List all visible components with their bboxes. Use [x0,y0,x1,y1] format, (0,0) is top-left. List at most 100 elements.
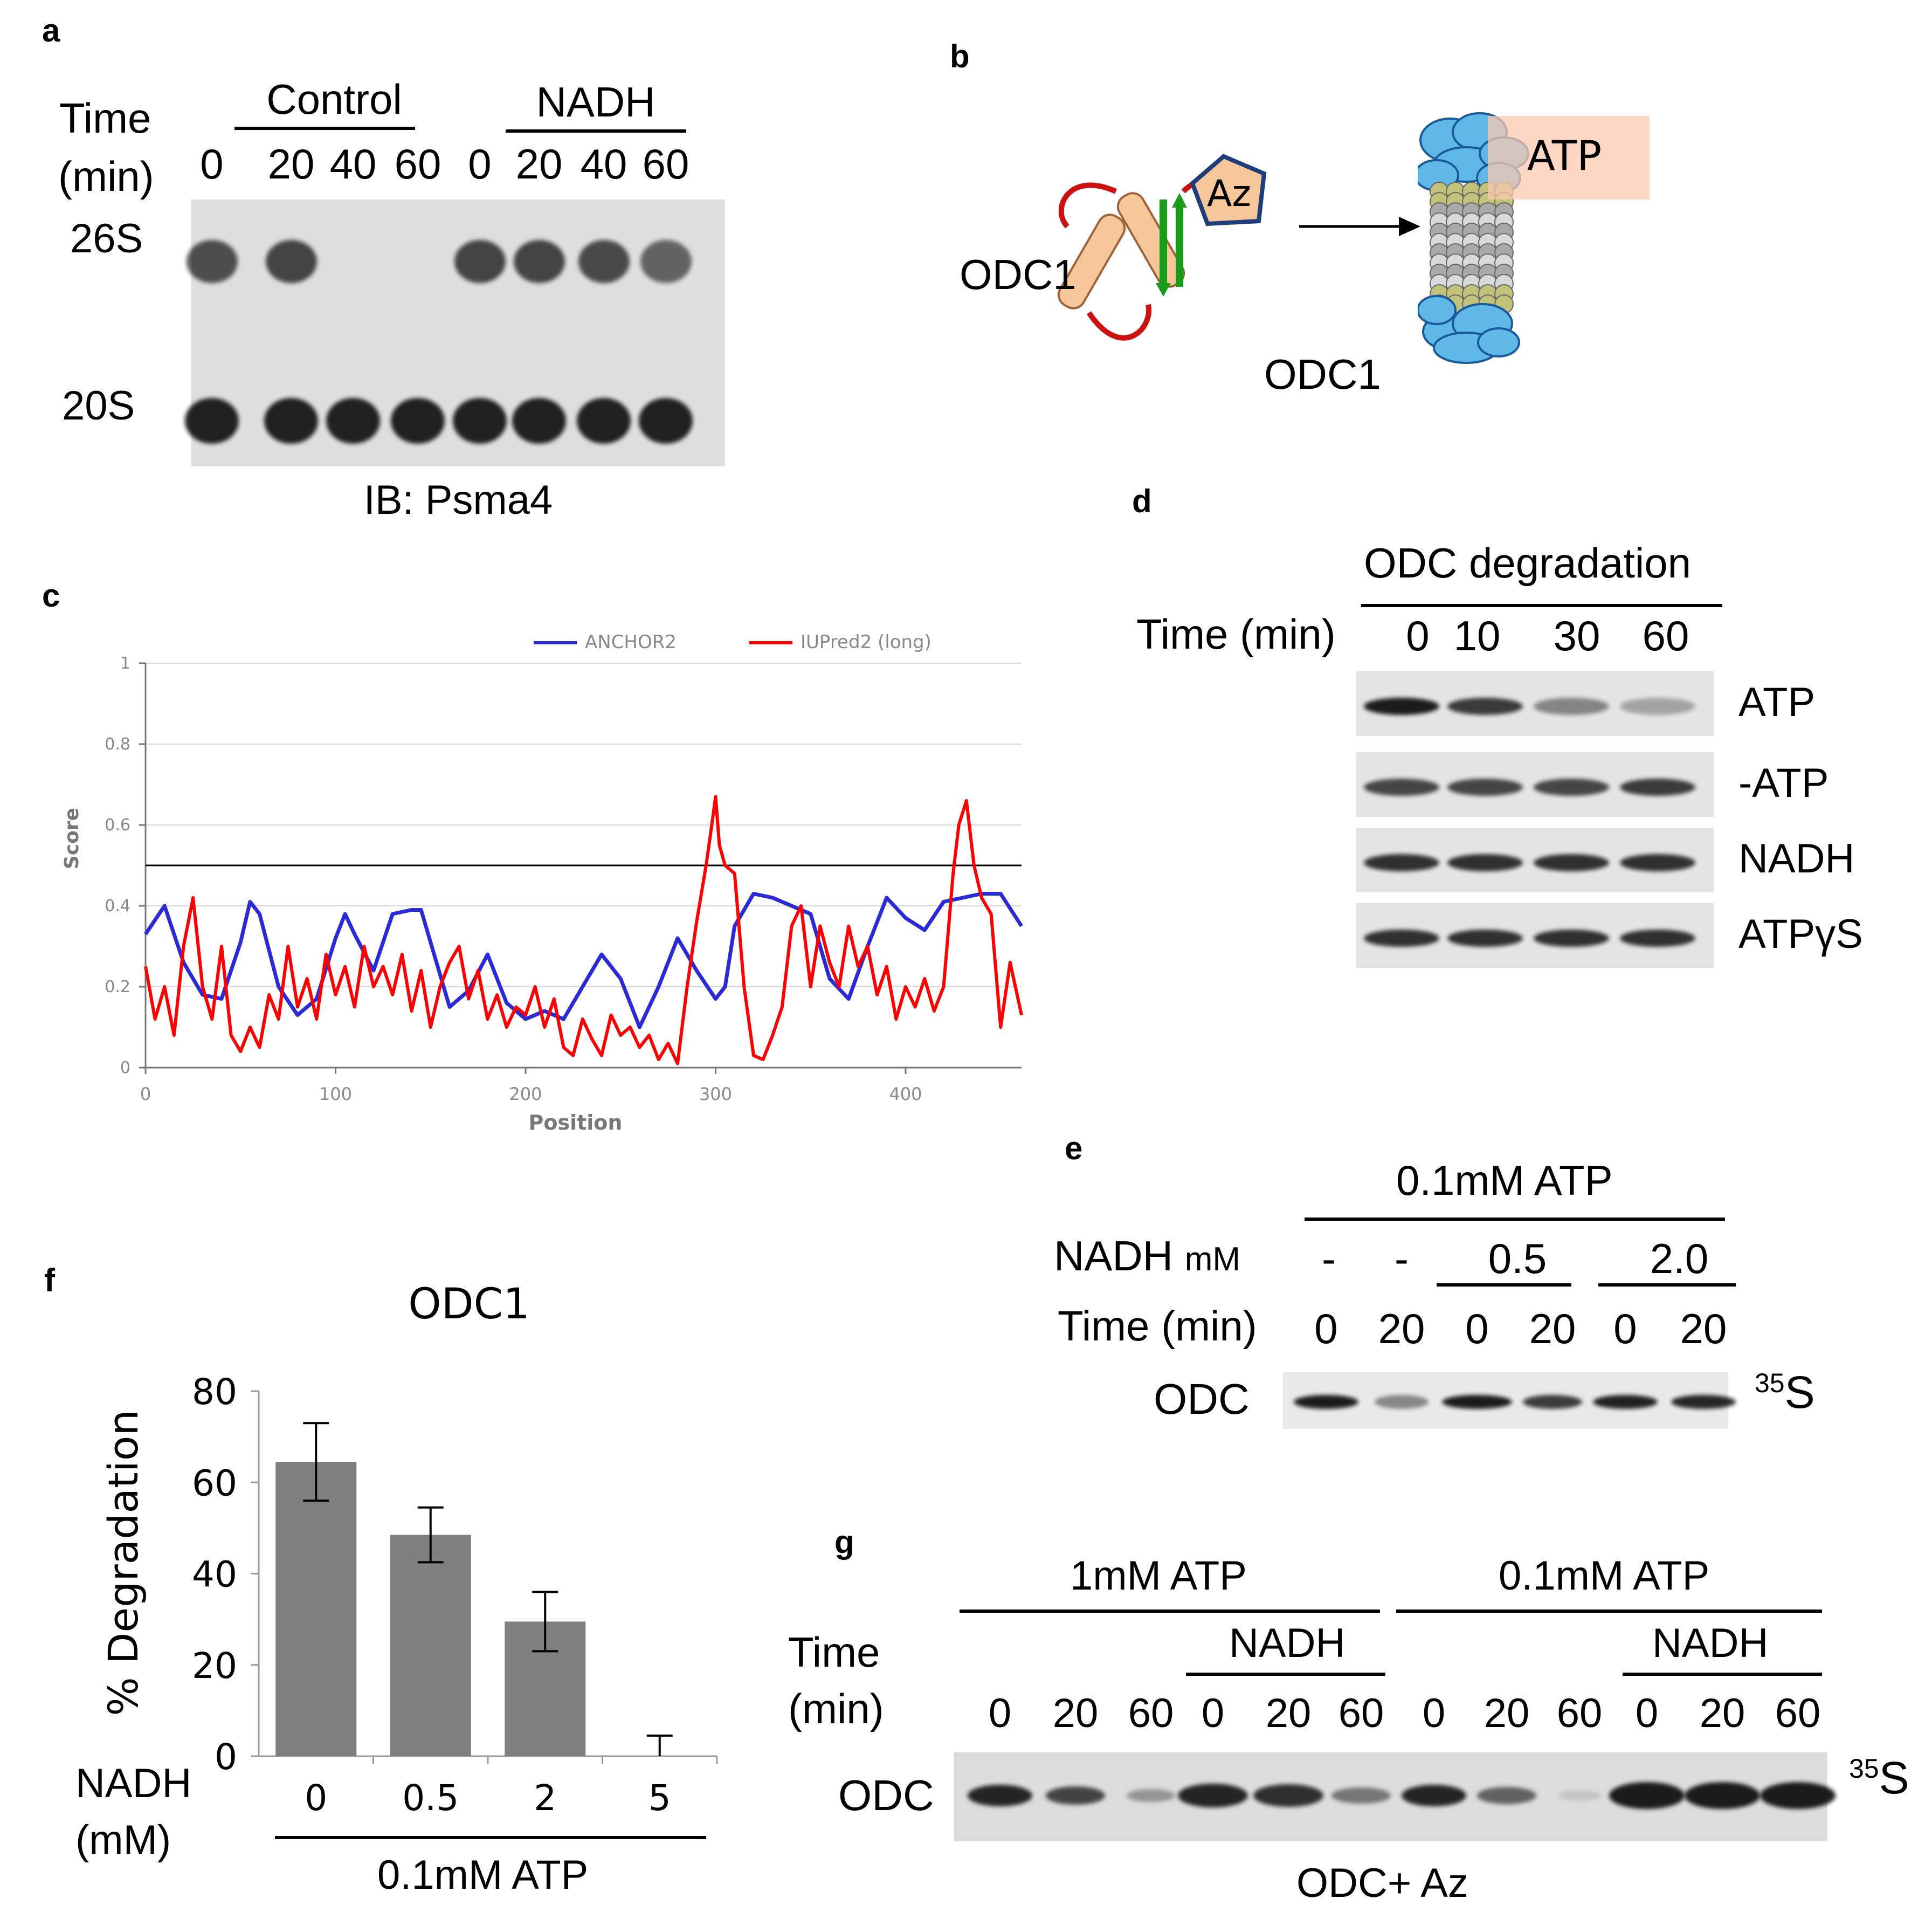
panel-a-control-rule [234,127,415,130]
panel-g-isotope: 35S [1849,1752,1909,1803]
panel-e-band-1 [1375,1395,1429,1409]
panel-d-band-0-1 [1447,698,1523,715]
panel-a-band-20s-3 [391,397,445,444]
panel-b-label: b [950,38,970,74]
panel-d-band-3-1 [1447,930,1523,947]
panel-a-band-26s-7 [640,240,692,283]
odc1-helix-1 [1057,214,1126,310]
panel-e-nadh-1: - [1395,1235,1409,1282]
panel-e-band-3 [1523,1395,1582,1409]
odc1-strand-arrow-down [1156,283,1171,297]
panel-g-nadh1-rule [1186,1673,1385,1676]
panel-d-blot-row-3 [1356,903,1714,968]
panel-d-blot-row-0 [1356,671,1714,736]
panel-f-bar-chart: ODC1 0 20 40 60 80 0 0.5 2 5 % Degradation [99,1283,718,1819]
proteasome-cap-bottom [1418,295,1520,364]
panel-g-band-8 [1558,1791,1601,1800]
panel-a-time-7: 60 [642,140,689,188]
panel-d-band-1-2 [1534,779,1609,796]
chart-f-ytick-label: 0 [215,1736,237,1778]
odc1-strand-arrow-up [1172,193,1187,208]
panel-e-band-5 [1671,1395,1736,1409]
panel-e-row-label: ODC [1154,1375,1250,1423]
chart-c-ytick-label: 0 [120,1058,130,1077]
chart-f-errorbar-1 [417,1506,444,1564]
panel-e-time-1: 20 [1378,1305,1425,1352]
chart-f-errorbar-2 [532,1591,558,1653]
chart-c-ytick-label: 0.2 [105,978,130,996]
panel-a-band-26s-6 [578,240,630,283]
panel-g-nadh1: NADH [1229,1620,1346,1666]
chart-c-ytick-label: 1 [120,654,130,673]
panel-g-time-5: 60 [1338,1690,1384,1736]
panel-d-band-0-0 [1364,698,1439,715]
chart-f-bar-0 [275,1462,357,1756]
panel-g-time-9: 0 [1635,1690,1659,1736]
panel-a-time-label: Time [59,94,151,142]
panel-g-time-7: 20 [1484,1690,1530,1736]
panel-e-nadh-label: NADH mM [1054,1232,1240,1280]
chart-c-xtick-label: 0 [140,1084,151,1104]
panel-e-nadh-0: - [1322,1235,1336,1282]
panel-g-time-4: 20 [1265,1690,1312,1736]
panel-e-nadh-2: 0.5 [1488,1235,1547,1282]
panel-a-time-4: 0 [468,140,492,188]
proteasome-diagram: ATP [1418,112,1650,364]
panel-d-time-1: 10 [1453,612,1501,659]
panel-d-title: ODC degradation [1364,539,1692,587]
panel-g-time-label: Time [788,1628,880,1676]
atp-label: ATP [1527,132,1602,180]
panel-d-time-0: 0 [1406,612,1430,659]
panel-d-band-1-1 [1447,779,1523,796]
panel-f-nadh-label: NADH [75,1760,192,1806]
panel-e-atp-label: 0.1mM ATP [1396,1157,1613,1204]
panel-e-isotope: 35S [1755,1367,1815,1418]
panel-e-time-5: 20 [1680,1305,1727,1352]
panel-g-nadh2: NADH [1652,1620,1769,1666]
panel-c-label: c [42,577,60,614]
panel-d-blot-row-1 [1356,752,1714,817]
panel-g-band-7 [1477,1787,1536,1804]
panel-a-time-5: 20 [515,140,563,188]
panel-e-time-3: 20 [1529,1305,1576,1352]
panel-f-atp-rule [275,1836,706,1839]
panel-g-time-8: 60 [1556,1690,1603,1736]
panel-g-band-11 [1760,1782,1836,1809]
panel-d-band-0-3 [1620,698,1695,715]
panel-d-blot-row-2 [1356,828,1714,892]
panel-d-row-label-3: ATPγS [1738,911,1863,957]
panel-a-nadh-rule [506,129,686,133]
chart-c-ytick-label: 0.8 [105,735,130,754]
panel-e-label: e [1065,1130,1083,1166]
panel-a-band-26s-5 [513,240,565,283]
chart-c-ylabel: Score [61,808,83,869]
panel-g-time-11: 60 [1775,1690,1821,1736]
panel-g-time-1: 20 [1052,1690,1099,1736]
panel-g-time-6: 0 [1422,1690,1446,1736]
chart-c-ytick-label: 0.4 [105,897,130,916]
panel-d-band-2-2 [1534,854,1609,871]
panel-d-band-1-0 [1364,779,1439,796]
panel-a-blot [185,200,725,466]
panel-e-time-4: 0 [1613,1305,1637,1352]
panel-a-time-unit: (min) [58,153,154,200]
panel-e-nadh-3: 2.0 [1650,1235,1709,1282]
panel-d-band-3-3 [1620,930,1695,947]
panel-b-odc1-left: ODC1 [960,251,1077,298]
panel-a-26s-label: 26S [70,216,143,262]
panel-d-time-2: 30 [1553,612,1600,659]
panel-a-time-1: 20 [267,140,315,188]
chart-c-xtick-label: 100 [319,1084,352,1104]
proteasome-core [1430,182,1514,314]
panel-g-row-label: ODC [838,1771,934,1819]
panel-c-line-chart: 0 0.2 0.4 0.6 0.8 1 0 100 200 300 400 ANCHOR2 IUPred… [61,631,1023,1134]
chart-c-xtick-label: 200 [509,1084,542,1104]
panel-a-band-26s-0 [186,240,238,283]
panel-a-band-26s-4 [454,240,506,283]
chart-f-xtick-label: 0.5 [402,1777,459,1819]
panel-g-group2: 0.1mM ATP [1499,1553,1710,1599]
panel-g-time-2: 60 [1128,1690,1174,1736]
panel-a-time-0: 0 [200,140,224,188]
chart-c-legend-0: ANCHOR2 [585,631,677,653]
chart-c-xtick-label: 400 [889,1084,922,1104]
